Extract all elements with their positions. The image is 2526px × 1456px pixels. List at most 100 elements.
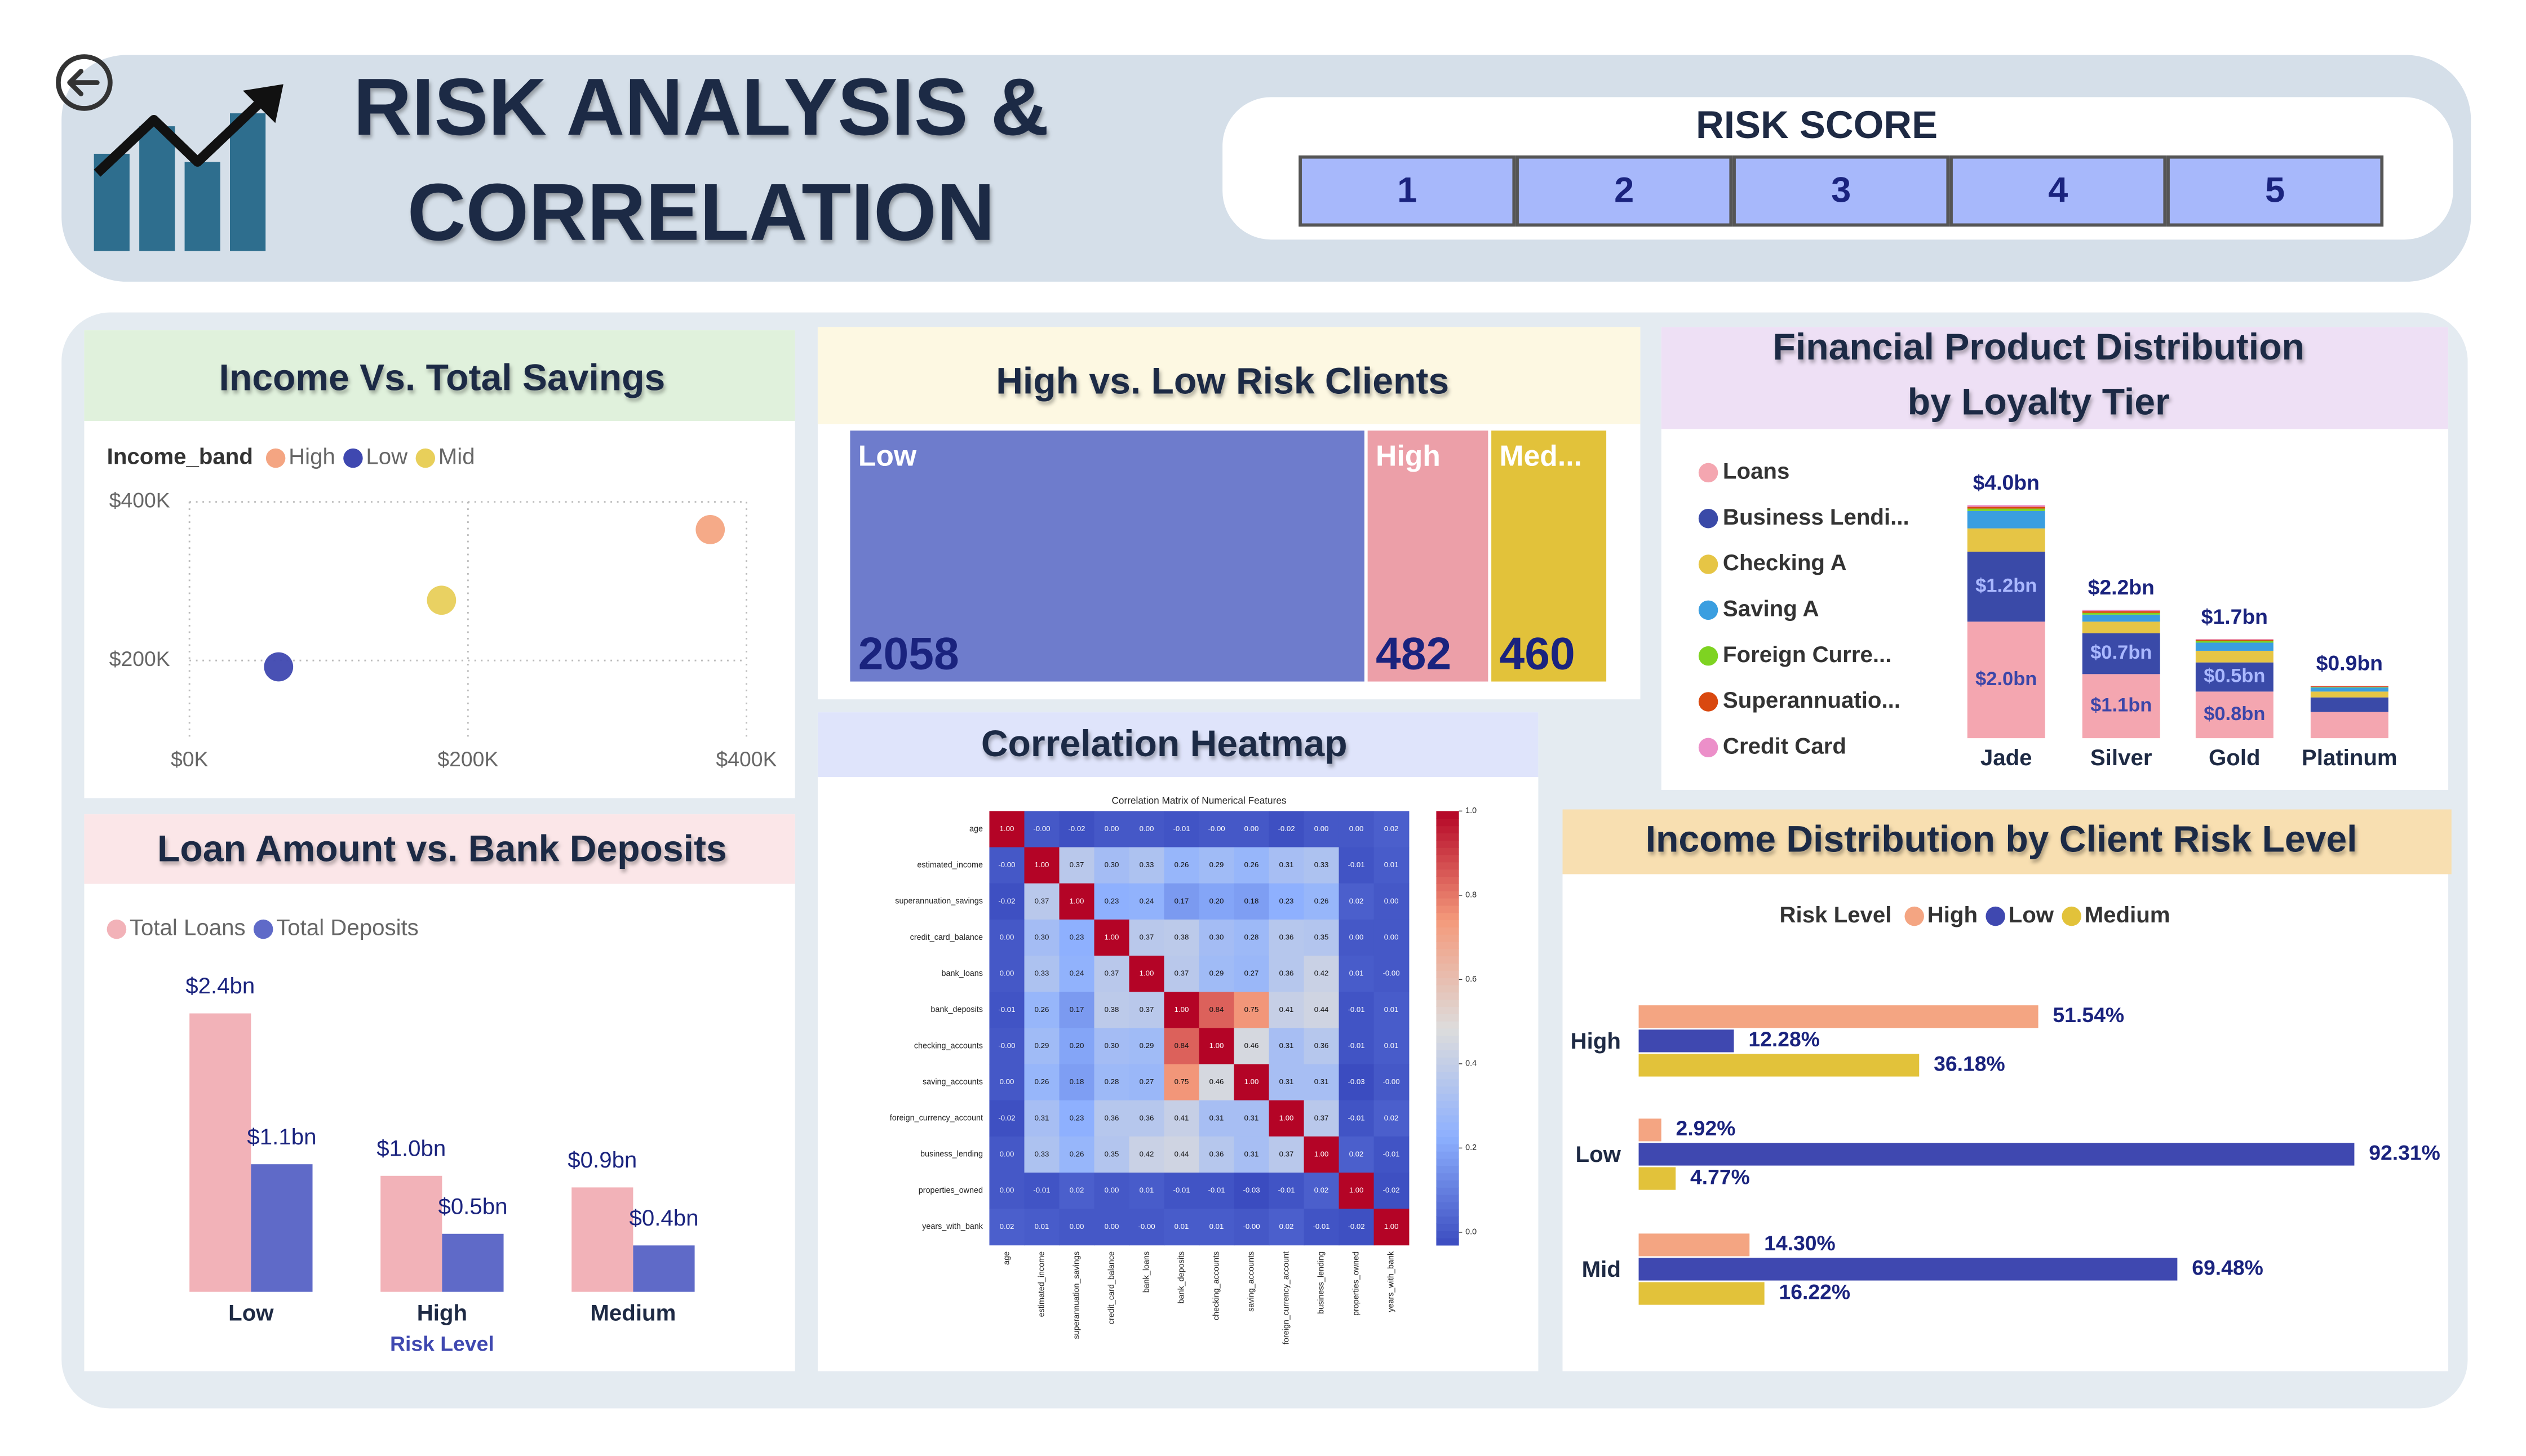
cell-label: 0.26 [1035, 1005, 1049, 1014]
heatmap-cell [1234, 919, 1270, 956]
heatmap-cell [1339, 919, 1375, 956]
heatmap-cell [1129, 1209, 1165, 1246]
legend-marker [1698, 508, 1718, 529]
cell-label: 0.33 [1314, 860, 1329, 869]
panel-header [1562, 809, 2452, 875]
heatmap-cell [1094, 992, 1130, 1029]
cell-label: 1.00 [1279, 1113, 1294, 1122]
cell-label: 0.31 [1035, 1113, 1049, 1122]
heatmap-cell [989, 847, 1025, 884]
risk-score-button-label[interactable]: 4 [2048, 171, 2068, 210]
bar-segment [2195, 640, 2274, 641]
chart-title: Income Distribution by Client Risk Level [1646, 818, 2357, 860]
colorbar-step [1436, 1143, 1459, 1152]
bar-segment [2082, 674, 2160, 739]
bar-segment [2310, 686, 2388, 687]
legend-marker [1698, 554, 1718, 574]
y-tick-label: Mid [1582, 1257, 1621, 1282]
heatmap-cell [1373, 1100, 1410, 1137]
cell-label: -0.02 [1383, 1186, 1400, 1195]
legend-marker [1698, 692, 1718, 712]
bar-segment [2195, 641, 2274, 643]
colorbar-step [1436, 1216, 1459, 1224]
bar-segment [2195, 642, 2274, 651]
total-label: $0.9bn [2316, 651, 2383, 675]
column-label: estimated_income [1037, 1251, 1046, 1317]
heatmap-cell [1234, 883, 1270, 920]
colorbar-step [1436, 1078, 1459, 1087]
cell-label: 1.00 [1349, 1186, 1364, 1195]
colorbar-step [1436, 970, 1459, 978]
cell-label: 0.00 [1349, 824, 1364, 833]
cell-label: 0.31 [1279, 860, 1294, 869]
row-label: age [969, 824, 983, 833]
cell-label: 0.02 [1349, 1149, 1364, 1158]
risk-score-button[interactable] [1732, 155, 1950, 227]
column-label: foreign_currency_account [1282, 1251, 1291, 1344]
heatmap-cell [1164, 1173, 1200, 1210]
cell-label: 0.02 [1070, 1186, 1084, 1195]
heatmap-cell [1059, 992, 1095, 1029]
heatmap-cell [1304, 1136, 1340, 1173]
cell-label: 0.01 [1209, 1222, 1224, 1231]
legend-marker [2062, 906, 2081, 926]
row-label: estimated_income [917, 860, 983, 869]
treemap-tile [1367, 430, 1488, 682]
column-label: superannuation_savings [1072, 1251, 1081, 1339]
legend-marker [253, 919, 273, 939]
colorbar-step [1436, 919, 1459, 927]
column-label: credit_card_balance [1107, 1251, 1116, 1324]
colorbar-step [1436, 948, 1459, 957]
x-tick-label: Jade [1980, 745, 2032, 770]
data-label: $0.5bn [438, 1193, 507, 1219]
panel-header [817, 712, 1539, 778]
risk-score-button[interactable] [1515, 155, 1733, 227]
cell-label: -0.01 [1278, 1186, 1295, 1195]
legend-marker [107, 919, 127, 939]
cell-label: 0.30 [1035, 933, 1049, 941]
data-label: $1.1bn [247, 1124, 316, 1149]
cell-label: 0.35 [1314, 933, 1329, 941]
cell-label: 0.02 [1314, 1186, 1329, 1195]
cell-label: -0.01 [1173, 824, 1190, 833]
bar-segment [2082, 614, 2160, 622]
risk-score-button-label[interactable]: 1 [1397, 171, 1417, 210]
colorbar-step [1436, 1187, 1459, 1195]
cell-label: 0.35 [1105, 1149, 1119, 1158]
colorbar-step [1436, 811, 1459, 819]
risk-score-button[interactable] [1299, 155, 1516, 227]
cell-label: -0.00 [1033, 824, 1050, 833]
heatmap-cell [1373, 1028, 1410, 1065]
risk-score-button-label[interactable]: 3 [1831, 171, 1851, 210]
colorbar-step [1436, 926, 1459, 935]
legend-label: Business Lendi... [1723, 504, 1909, 530]
heatmap-cell [1059, 1173, 1095, 1210]
heatmap-cell [1199, 1100, 1235, 1137]
bar-segment [2195, 650, 2274, 663]
back-button[interactable] [56, 54, 113, 111]
bar [251, 1164, 313, 1292]
x-tick-label: High [417, 1300, 467, 1326]
bar-segment [2310, 712, 2388, 739]
tile-label: Low [858, 440, 917, 472]
heatmap-cell [1339, 1028, 1375, 1065]
cell-label: 0.23 [1070, 933, 1084, 941]
colorbar-step [1436, 1201, 1459, 1210]
cell-label: 0.26 [1035, 1077, 1049, 1086]
data-label: $0.8bn [2204, 703, 2265, 725]
bar-segment [2082, 622, 2160, 633]
heatmap-cell [1129, 1100, 1165, 1137]
row-label: business_lending [920, 1150, 983, 1159]
risk-score-button-label[interactable]: 2 [1614, 171, 1634, 210]
risk-score-button[interactable] [1949, 155, 2167, 227]
legend-label: Saving A [1723, 596, 1819, 621]
risk-score-button[interactable] [2166, 155, 2384, 227]
cell-label: 1.00 [1000, 824, 1014, 833]
risk-score-button-label[interactable]: 5 [2265, 171, 2285, 210]
heatmap-cell [1024, 1028, 1060, 1065]
cell-label: 0.38 [1175, 933, 1189, 941]
heatmap-cell [1269, 1136, 1305, 1173]
cell-label: 0.00 [1384, 896, 1399, 905]
cell-label: 0.00 [1349, 933, 1364, 941]
heatmap-cell [1024, 811, 1060, 848]
